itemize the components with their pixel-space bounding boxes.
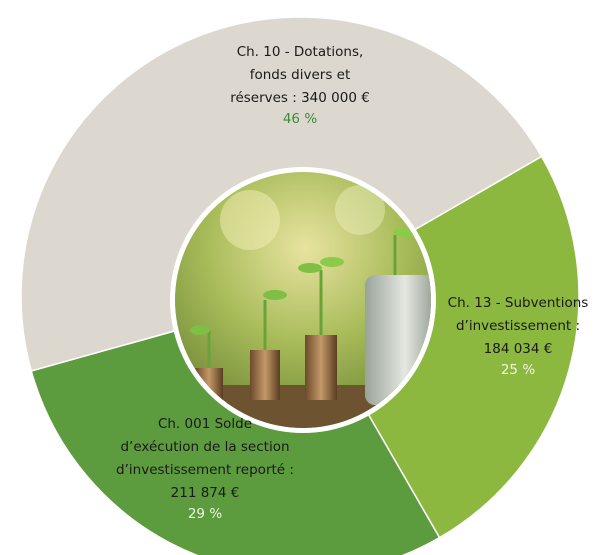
segment	[30, 295, 441, 555]
label-line: Ch. 10 - Dotations,	[237, 44, 364, 60]
label-line: Ch. 13 - Subventions	[448, 295, 589, 311]
label-line: 211 874 €	[171, 485, 240, 501]
segment-label: Ch. 10 - Dotations, fonds divers et réserv…	[230, 44, 370, 127]
label-line: Ch. 001 Solde	[158, 416, 252, 432]
value-label: 29 %	[188, 506, 222, 522]
label-line: d’investissement reporté :	[116, 462, 294, 478]
label-line: réserves : 340 000 €	[230, 90, 370, 106]
value-label: 25 %	[501, 362, 535, 378]
value-label: 46 %	[283, 111, 317, 127]
label-line: 184 034 €	[484, 341, 553, 357]
segment-label: Ch. 001 Solde d’exécution de la section d’…	[116, 416, 294, 522]
label-line: fonds divers et	[250, 67, 351, 83]
segment-label: Ch. 13 - Subventions d’investissement : 18…	[448, 295, 589, 378]
label-line: d’investissement :	[456, 318, 580, 334]
segment	[298, 155, 580, 539]
labels: Ch. 10 - Dotations, fonds divers et réserv…	[116, 44, 588, 522]
center-photo	[170, 167, 436, 433]
label-line: d’exécution de la section	[120, 439, 289, 455]
